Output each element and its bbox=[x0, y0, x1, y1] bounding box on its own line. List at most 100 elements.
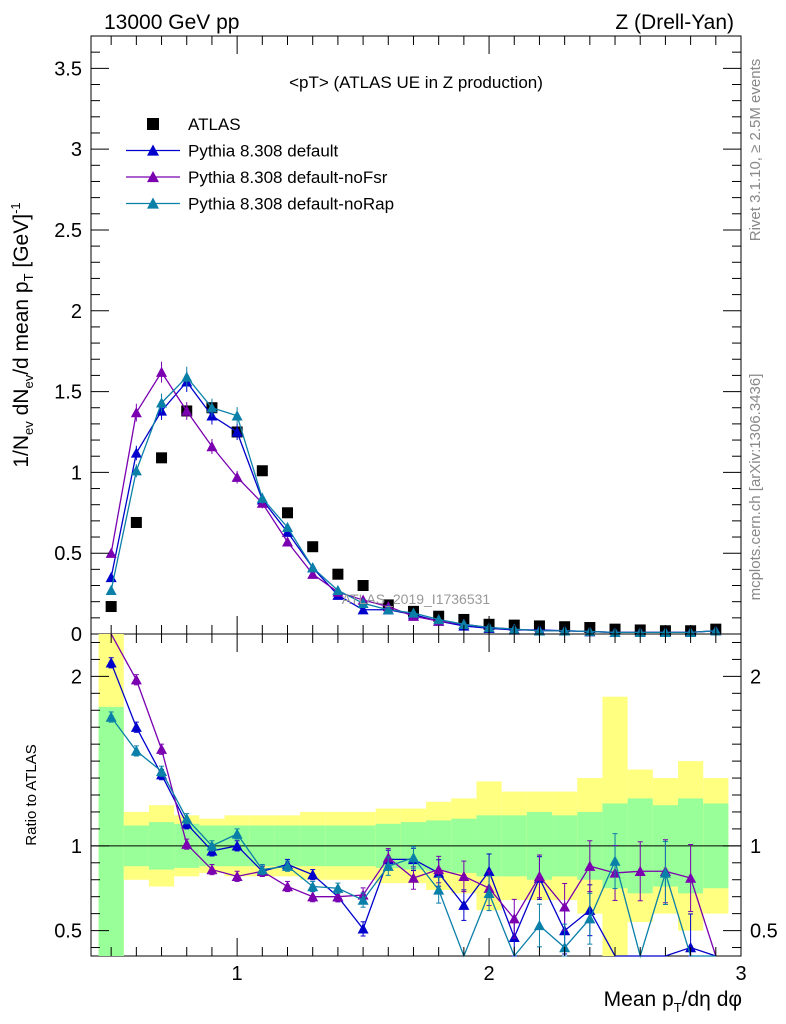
y-tick-label: 2.5 bbox=[54, 220, 82, 242]
ratio-series-1-point bbox=[307, 891, 319, 902]
series-3-point bbox=[382, 604, 394, 615]
ratio-series-2-point bbox=[156, 765, 168, 776]
ratio-series-1-point bbox=[156, 743, 168, 754]
ratio-series-2-point bbox=[231, 828, 243, 839]
atlas-point bbox=[282, 507, 294, 519]
series-3-point bbox=[332, 584, 344, 596]
ratio-series-0-point bbox=[231, 840, 243, 851]
ratio-series-2-point bbox=[282, 860, 294, 871]
series-1-point bbox=[231, 426, 243, 437]
series-3-point bbox=[357, 597, 369, 608]
ratio-series-0-point bbox=[307, 869, 319, 880]
top-panel-axes: 0 0.5 1 1.5 2 2.5 3 3.5 bbox=[54, 36, 742, 646]
ratio-series-2-point bbox=[307, 881, 319, 892]
x-tick-label: 3 bbox=[735, 963, 746, 985]
ratio-series-0-point bbox=[130, 721, 142, 732]
series-3-point bbox=[256, 492, 268, 503]
ratio-series-1-point bbox=[407, 872, 419, 883]
series-2-point bbox=[231, 471, 243, 482]
series-2-point bbox=[105, 547, 117, 558]
analysis-watermark: ATLAS_2019_I1736531 bbox=[342, 591, 491, 607]
ratio-y-tick-label-left: 1 bbox=[71, 836, 82, 858]
ratio-series-2-point bbox=[433, 884, 445, 895]
legend-marker bbox=[147, 144, 159, 156]
ratio-series-1-point bbox=[458, 870, 470, 882]
top-panel: 0 0.5 1 1.5 2 2.5 3 3.5 <pT> (ATLAS UE in Z pro… bbox=[54, 35, 742, 646]
legend-label: Pythia 8.308 default-noFsr bbox=[188, 168, 388, 187]
header-left: 13000 GeV pp bbox=[104, 11, 239, 34]
y-axis-label-top: 1/Nev dNev/d mean pT [GeV]-1 bbox=[8, 202, 36, 467]
ratio-y-tick-label-right: 2 bbox=[750, 666, 761, 688]
top-panel-data bbox=[105, 361, 722, 638]
rivet-label: Rivet 3.1.10, ≥ 2.5M events bbox=[747, 59, 764, 242]
atlas-point bbox=[130, 516, 142, 528]
ratio-series-2-point bbox=[181, 813, 193, 824]
ratio-y-tick-label-right: 0.5 bbox=[750, 921, 778, 943]
atlas-point bbox=[156, 452, 168, 464]
ratio-series-2-point bbox=[609, 855, 621, 866]
ratio-series-0-point bbox=[105, 657, 117, 668]
series-2-point bbox=[307, 568, 319, 579]
x-tick-label: 2 bbox=[483, 963, 494, 985]
uncertainty-band-green bbox=[98, 706, 124, 956]
ratio-panel-data bbox=[91, 633, 741, 959]
ratio-series-1-point bbox=[508, 913, 520, 924]
series-2-point bbox=[282, 536, 294, 547]
legend: ATLAS Pythia 8.308 default Pythia 8.308 de… bbox=[126, 115, 394, 214]
ratio-series-1-point bbox=[533, 870, 545, 882]
ratio-series-1-point bbox=[685, 872, 697, 883]
ratio-series-1-point bbox=[231, 870, 243, 882]
ratio-series-2-point bbox=[483, 887, 495, 898]
ratio-series-2-point bbox=[407, 852, 419, 863]
atlas-point bbox=[357, 580, 369, 592]
ratio-series-2-point bbox=[105, 711, 117, 722]
atlas-point bbox=[332, 568, 344, 580]
series-3-point bbox=[458, 618, 470, 629]
series-3-point bbox=[105, 584, 117, 596]
ratio-series-2-point bbox=[357, 894, 369, 905]
series-2-point bbox=[181, 405, 193, 416]
y-tick-label: 3.5 bbox=[54, 58, 82, 80]
y-tick-label: 0.5 bbox=[54, 543, 82, 565]
ratio-series-0-point bbox=[458, 899, 470, 910]
mcplots-label: mcplots.cern.ch [arXiv:1306.3436] bbox=[747, 374, 764, 601]
y-tick-label: 0 bbox=[71, 624, 82, 646]
legend-marker bbox=[147, 197, 159, 209]
y-tick-label: 1.5 bbox=[54, 382, 82, 404]
series-3-point bbox=[206, 402, 218, 413]
ratio-series-2-point bbox=[533, 919, 545, 931]
ratio-series-1-point bbox=[559, 901, 571, 912]
ratio-panel-axes: 0.5 0.5 1 1 2 2 1 2 3 bbox=[54, 634, 778, 985]
header-right: Z (Drell-Yan) bbox=[615, 11, 734, 34]
atlas-point bbox=[105, 601, 117, 613]
legend-marker-atlas bbox=[147, 118, 159, 130]
series-1-point bbox=[130, 447, 142, 458]
y-axis-label-ratio: Ratio to ATLAS bbox=[23, 744, 40, 845]
x-axis-label: Mean pT/dη dφ bbox=[604, 988, 742, 1015]
series-3-point bbox=[156, 397, 168, 408]
ratio-series-2-point bbox=[584, 913, 596, 924]
top-panel-title: <pT> (ATLAS UE in Z production) bbox=[289, 73, 543, 92]
ratio-series-1-point bbox=[181, 838, 193, 849]
series-2-point bbox=[156, 366, 168, 377]
ratio-series-1-point bbox=[584, 860, 596, 871]
ratio-panel: 0.5 0.5 1 1 2 2 1 2 3 bbox=[54, 633, 778, 985]
legend-label: Pythia 8.308 default bbox=[188, 142, 339, 161]
y-tick-label: 1 bbox=[71, 462, 82, 484]
legend-label: ATLAS bbox=[188, 115, 241, 134]
ratio-series-2-point bbox=[256, 864, 268, 875]
y-tick-label: 2 bbox=[71, 301, 82, 323]
series-1-point bbox=[357, 604, 369, 615]
ratio-series-1-point bbox=[130, 674, 142, 685]
series-3-point bbox=[433, 613, 445, 625]
ratio-series-1-point bbox=[433, 864, 445, 875]
series-3-point bbox=[231, 410, 243, 421]
ratio-series-1-point bbox=[282, 881, 294, 892]
ratio-y-tick-label-right: 1 bbox=[750, 836, 761, 858]
series-3-point bbox=[282, 521, 294, 533]
x-tick-label: 1 bbox=[232, 963, 243, 985]
ratio-series-1-point bbox=[332, 891, 344, 902]
ratio-y-tick-label-left: 2 bbox=[71, 666, 82, 688]
ratio-series-2-point bbox=[206, 840, 218, 851]
